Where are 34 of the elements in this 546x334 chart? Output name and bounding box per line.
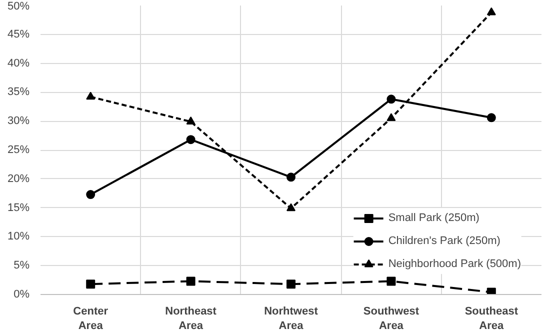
x-tick-label: Southwest Area [363,306,420,332]
y-tick-label: 35% [7,86,30,98]
point [286,280,296,289]
point [386,94,396,104]
x-tick-label: Center Area [73,306,109,332]
point [486,113,496,122]
point [486,288,496,294]
x-tick-label: Norhtwest Area [264,306,318,332]
point [286,203,296,212]
y-tick-label: 50% [7,0,30,12]
y-tick-label: 40% [7,57,30,70]
y-tick-label: 30% [7,115,30,128]
point [186,276,196,286]
legend-label: Children's Park (250m) [388,235,500,247]
x-tick-label: Southeast Area [464,306,518,332]
point [186,135,196,144]
y-tick-label: 10% [7,230,30,243]
y-tick-label: 20% [7,172,30,185]
point [86,280,96,289]
point [186,116,196,124]
legend-label: Small Park (250m) [388,212,480,224]
legend-label: Neighborhood Park (500m) [388,258,521,270]
point [86,190,96,199]
y-tick-label: 45% [7,28,30,40]
point [386,276,396,286]
point [486,7,496,16]
y-tick-label: 25% [7,144,30,156]
point [86,92,96,100]
point [386,113,396,122]
x-tick-label: Northeast Area [165,306,217,332]
y-tick-label: 15% [7,202,30,214]
y-tick-label: 0% [14,288,30,300]
y-tick-label: 5% [14,260,30,272]
point [286,172,296,182]
